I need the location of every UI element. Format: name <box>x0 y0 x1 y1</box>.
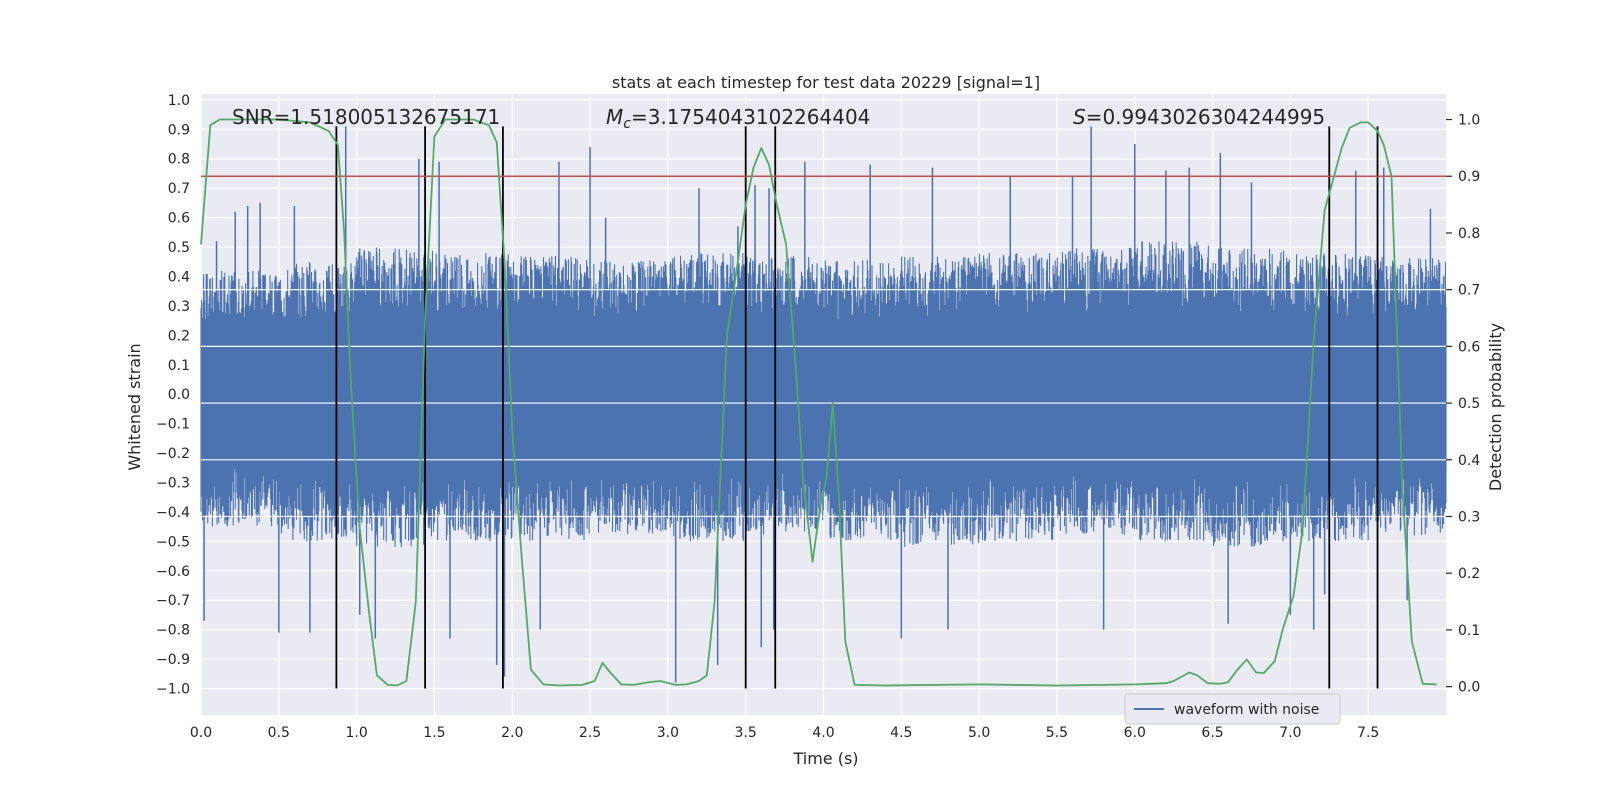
s-value: =0.9943026304244995 <box>1086 105 1325 129</box>
x-tick-label: 6.5 <box>1201 725 1223 741</box>
y-tick-label: −0.9 <box>156 652 190 668</box>
y-tick-label: 1.0 <box>168 93 190 109</box>
x-tick-label: 1.0 <box>345 725 367 741</box>
event-lines <box>335 126 1379 689</box>
x-tick-label: 3.0 <box>657 725 679 741</box>
x-tick-label: 5.5 <box>1046 725 1068 741</box>
y-axis-label: Whitened strain <box>125 343 144 470</box>
y2-tick-label: 0.7 <box>1458 283 1480 299</box>
x-axis-label: Time (s) <box>792 749 858 768</box>
y2-tick-label: 0.5 <box>1458 396 1480 412</box>
y-tick-label: −0.4 <box>156 505 190 521</box>
x-tick-label: 5.0 <box>968 725 990 741</box>
x-tick-label: 1.5 <box>423 725 445 741</box>
s-annotation: S=0.9943026304244995 <box>1073 105 1325 129</box>
y-tick-label: 0.7 <box>168 181 190 197</box>
y-tick-label: 0.2 <box>168 328 190 344</box>
y2-tick-label: 0.6 <box>1458 339 1480 355</box>
y-tick-label: −0.1 <box>156 417 190 433</box>
y2-tick-label: 0.8 <box>1458 226 1480 242</box>
y-tick-label: 0.8 <box>168 152 190 168</box>
y-tick-label: −0.8 <box>156 623 190 639</box>
y-tick-label: 0.9 <box>168 122 190 138</box>
x-tick-label: 4.0 <box>812 725 834 741</box>
detection-probability-series <box>200 118 1446 687</box>
y-tick-label: −0.3 <box>156 475 190 491</box>
y-tick-label: 0.4 <box>168 269 190 285</box>
y2-tick-label: 1.0 <box>1458 113 1480 129</box>
x-tick-label: 2.5 <box>579 725 601 741</box>
y2-tick-label: 0.9 <box>1458 169 1480 185</box>
y-tick-label: −1.0 <box>156 682 190 698</box>
annotations: stats at each timestep for test data 202… <box>125 73 1505 768</box>
y2-tick-label: 0.2 <box>1458 566 1480 582</box>
legend: waveform with noise <box>1124 693 1341 725</box>
y2-tick-label: 0.1 <box>1458 623 1480 639</box>
detection-probability-line <box>200 118 1437 687</box>
y-tick-label: −0.6 <box>156 564 190 580</box>
axis-ticks: 0.0 0.5 1.0 1.5 2.0 2.5 3.0 3.5 4.0 4.5 5.0 5.5 6.0 6… <box>156 93 1480 741</box>
s-symbol: S <box>1073 105 1086 129</box>
snr-annotation: SNR=1.518005132675171 <box>232 105 500 129</box>
y-tick-label: 0.1 <box>168 358 190 374</box>
x-tick-label: 7.0 <box>1279 725 1301 741</box>
y-tick-label: 0.6 <box>168 211 190 227</box>
y-tick-label: 0.5 <box>168 240 190 256</box>
y2-axis-label: Detection probability <box>1486 323 1505 491</box>
y-tick-label: −0.7 <box>156 593 190 609</box>
title: stats at each timestep for test data 202… <box>612 73 1040 92</box>
y-tick-label: 0.3 <box>168 299 190 315</box>
waveform-line <box>200 241 1447 548</box>
x-tick-label: 6.0 <box>1124 725 1146 741</box>
legend-box <box>1124 693 1341 725</box>
chirp-mass-subscript: c <box>623 116 631 132</box>
x-tick-label: 0.0 <box>190 725 212 741</box>
y2-tick-label: 0.3 <box>1458 510 1480 526</box>
chirp-mass-annotation: Mc=3.1754043102264404 <box>606 105 870 132</box>
x-tick-label: 4.5 <box>890 725 912 741</box>
y-tick-label: 0.0 <box>168 387 190 403</box>
x-tick-label: 3.5 <box>735 725 757 741</box>
x-tick-label: 0.5 <box>268 725 290 741</box>
y-tick-label: −0.5 <box>156 534 190 550</box>
chirp-mass-symbol: M <box>606 105 623 129</box>
legend-label-waveform: waveform with noise <box>1174 702 1319 718</box>
y-tick-label: −0.2 <box>156 446 190 462</box>
y2-tick-label: 0.0 <box>1458 680 1480 696</box>
x-tick-label: 7.5 <box>1357 725 1379 741</box>
chirp-mass-value: =3.1754043102264404 <box>631 105 870 129</box>
x-tick-label: 2.0 <box>501 725 523 741</box>
y2-tick-label: 0.4 <box>1458 453 1480 469</box>
